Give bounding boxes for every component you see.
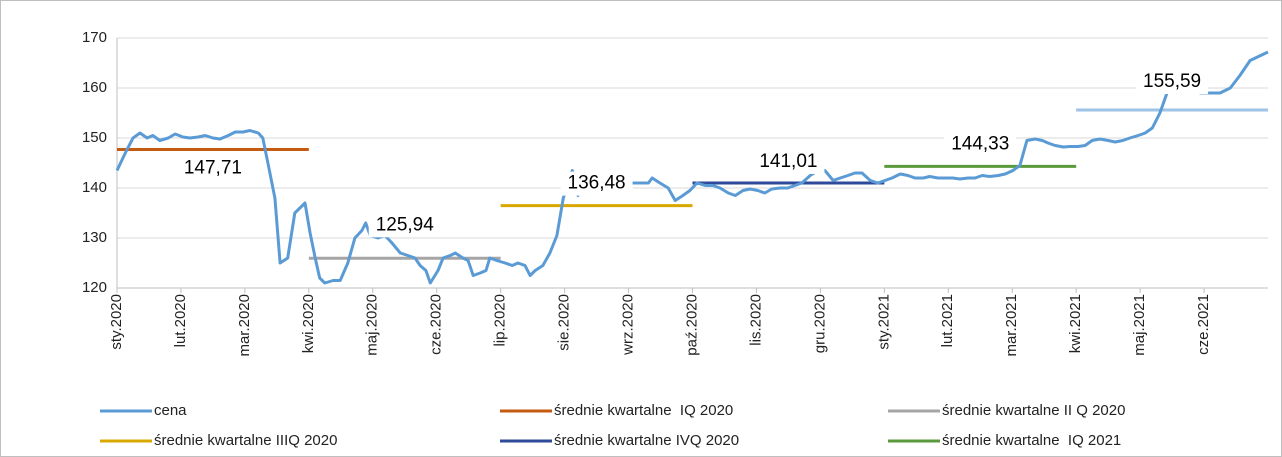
x-tick-label: lut.2021 — [939, 294, 956, 347]
y-tick-label: 120 — [82, 279, 107, 296]
label-background — [944, 132, 1017, 157]
x-tick-label: lut.2020 — [172, 294, 189, 347]
label-background — [368, 213, 441, 238]
x-tick-label: sty.2020 — [108, 294, 125, 350]
y-tick-label: 140 — [82, 179, 107, 196]
x-tick-label: cze.2021 — [1195, 294, 1212, 355]
x-tick-label: kwi.2020 — [300, 294, 317, 353]
average-label: 136,48 — [568, 173, 626, 194]
x-tick-label: maj.2021 — [1131, 294, 1148, 356]
average-label: 141,01 — [759, 151, 817, 172]
y-tick-label: 130 — [82, 229, 107, 246]
y-tick-label: 150 — [82, 129, 107, 146]
legend-label: średnie kwartalne IQ 2021 — [942, 432, 1121, 449]
label-background — [560, 171, 633, 196]
legend-label: cena — [154, 402, 187, 419]
x-tick-label: lip.2020 — [492, 294, 509, 347]
average-label: 147,71 — [184, 157, 242, 178]
x-tick-label: sty.2021 — [875, 294, 892, 350]
x-tick-label: lis.2020 — [747, 294, 764, 346]
y-tick-label: 160 — [82, 79, 107, 96]
y-tick-label: 170 — [82, 29, 107, 46]
x-tick-label: cze.2020 — [428, 294, 445, 355]
x-tick-label: paź.2020 — [683, 294, 700, 356]
legend-label: średnie kwartalne II Q 2020 — [942, 402, 1125, 419]
legend-label: średnie kwartalne IQ 2020 — [554, 402, 733, 419]
label-background — [1136, 70, 1209, 95]
average-label: 125,94 — [376, 214, 435, 235]
average-label: 155,59 — [1143, 71, 1201, 92]
x-tick-label: sie.2020 — [556, 294, 573, 351]
legend-label: średnie kwartalne IIIQ 2020 — [154, 432, 337, 449]
x-tick-label: maj.2020 — [364, 294, 381, 356]
label-background — [176, 156, 249, 181]
x-tick-label: kwi.2021 — [1067, 294, 1084, 353]
x-tick-label: mar.2020 — [236, 294, 253, 357]
label-background — [752, 149, 825, 174]
x-tick-label: mar.2021 — [1003, 294, 1020, 357]
price-line — [115, 50, 1269, 285]
x-tick-label: gru.2020 — [811, 294, 828, 353]
x-tick-label: wrz.2020 — [620, 294, 637, 356]
average-label: 144,33 — [951, 133, 1009, 154]
legend-label: średnie kwartalne IVQ 2020 — [554, 432, 739, 449]
